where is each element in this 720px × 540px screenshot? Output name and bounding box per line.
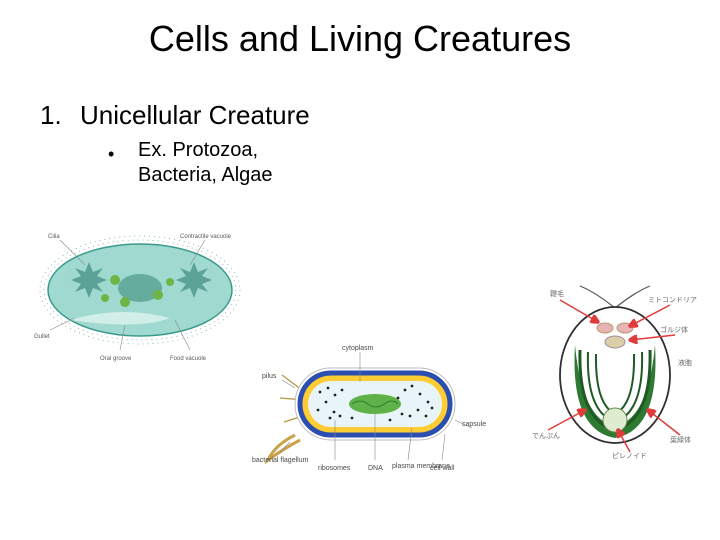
bullet-marker: • [108, 144, 114, 165]
label: capsule [462, 421, 486, 428]
label: bacterial flagellum [252, 457, 309, 464]
label: Contractile vacuole [180, 234, 232, 240]
label: pilus [262, 373, 277, 380]
figure-algae: 鞭毛 ミトコンドリア ゴルジ体 液胞 でんぷん ピレノイド 葉緑体 [530, 280, 700, 460]
page-title: Cells and Living Creatures [0, 0, 720, 60]
label: ミトコンドリア [648, 296, 697, 304]
label: DNA [368, 465, 383, 472]
label: ピレノイド [612, 452, 647, 460]
list-number: 1. [40, 100, 62, 131]
list-label: Unicellular Creature [80, 100, 310, 131]
label: ゴルジ体 [660, 325, 688, 334]
label: ribosomes [318, 465, 351, 472]
figure-paramecium: Cilia Contractile vacuole Gullet Oral gr… [30, 210, 270, 370]
label: cell wall [430, 465, 455, 472]
label: cytoplasm [342, 345, 374, 352]
figure-bacterium: cytoplasm pilus bacterial flagellum ribo… [240, 320, 500, 480]
label: 葉緑体 [670, 435, 691, 444]
label: Oral groove [100, 356, 132, 362]
bullet-text: Ex. Protozoa, Bacteria, Algae [138, 138, 273, 188]
label: 鞭毛 [550, 289, 564, 298]
label: でんぷん [532, 432, 560, 440]
label: Food vacuole [170, 356, 207, 362]
label: Gullet [34, 334, 50, 340]
label: Cilia [48, 234, 60, 240]
label: 液胞 [678, 358, 692, 367]
